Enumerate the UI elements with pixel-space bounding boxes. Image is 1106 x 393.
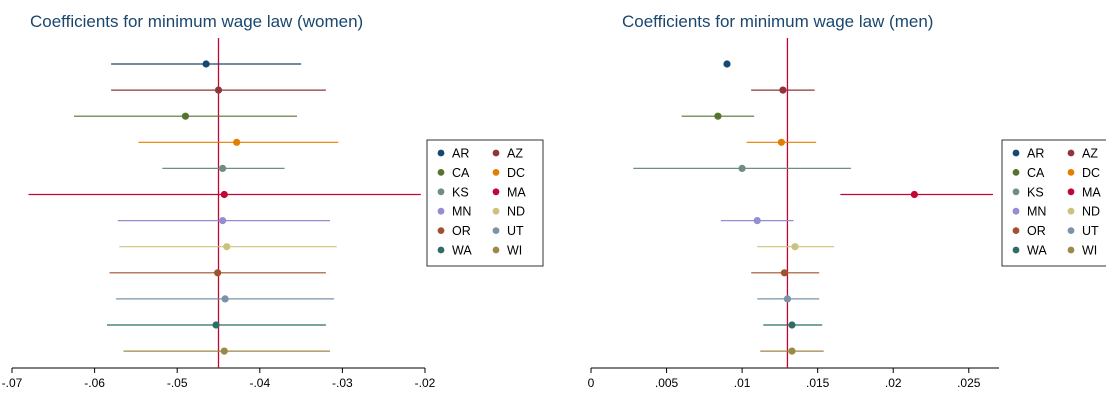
women-legend-label-dc: DC (507, 166, 525, 180)
women-legend-label-ar: AR (452, 147, 469, 161)
men-legend-marker-ar (1012, 149, 1020, 157)
women-legend-marker-wa (437, 246, 445, 254)
women-x-tick-label: -.03 (332, 376, 353, 388)
women-legend-marker-nd (492, 207, 500, 215)
women-legend-marker-ar (437, 149, 445, 157)
men-point-or (780, 269, 789, 277)
men-legend-marker-or (1012, 227, 1020, 235)
women-point-or (214, 269, 222, 277)
women-legend-label-or: OR (452, 224, 471, 238)
women-legend-box (426, 139, 544, 267)
men-point-ks (738, 164, 746, 172)
women-point-ut (221, 295, 229, 303)
women-x-tick-label: -.02 (415, 376, 436, 388)
women-x-tick-label: -.05 (167, 376, 188, 388)
women-chart-title: Coefficients for minimum wage law (women… (30, 12, 363, 31)
women-point-dc (233, 138, 241, 146)
women-legend-label-nd: ND (507, 205, 525, 219)
women-legend-marker-ma (492, 188, 500, 196)
men-x-tick-label: .02 (885, 376, 902, 388)
women-legend-label-az: AZ (507, 147, 523, 161)
women-point-az (214, 86, 223, 94)
men-legend-marker-wi (1067, 246, 1075, 254)
women-x-tick-label: -.04 (249, 376, 270, 388)
women-chart-svg: Coefficients for minimum wage law (women… (2, 12, 544, 390)
men-legend-marker-mn (1012, 207, 1020, 215)
women-point-ks (219, 164, 227, 172)
men-legend-marker-wa (1012, 246, 1020, 254)
women-x-tick-label: -.07 (2, 376, 23, 388)
women-legend: AR AZ CA DC KS MA MN ND OR UT WA WI (426, 139, 544, 267)
men-legend: AR AZ CA DC KS MA MN ND OR UT WA WI (1001, 139, 1106, 267)
women-point-mn (219, 217, 227, 225)
men-legend-label-or: OR (1027, 224, 1046, 238)
men-legend-marker-dc (1067, 169, 1075, 176)
men-point-az (779, 86, 787, 94)
men-point-wi (788, 347, 796, 355)
men-legend-box (1001, 139, 1106, 267)
men-point-ut (783, 295, 792, 303)
men-legend-label-ca: CA (1027, 166, 1045, 180)
men-x-tick-label: .01 (734, 376, 751, 388)
men-legend-marker-ma (1067, 188, 1075, 196)
men-point-nd (791, 243, 799, 251)
men-coefficient-panel: Coefficients for minimum wage law (men) … (553, 0, 1106, 390)
women-legend-marker-az (492, 149, 500, 157)
women-point-ca (181, 112, 190, 120)
women-coefficient-panel: Coefficients for minimum wage law (women… (0, 0, 553, 390)
men-legend-label-nd: ND (1082, 205, 1100, 219)
women-x-tick-label: -.06 (84, 376, 105, 388)
men-point-ar (723, 60, 731, 68)
women-legend-label-mn: MN (452, 205, 471, 219)
women-point-wi (220, 347, 228, 355)
women-point-wa (212, 321, 220, 329)
men-legend-marker-ca (1012, 169, 1020, 176)
men-legend-marker-az (1067, 149, 1075, 157)
men-point-ma (910, 190, 918, 199)
women-legend-marker-ca (437, 169, 445, 176)
women-legend-marker-or (437, 227, 445, 235)
men-legend-marker-nd (1067, 207, 1075, 215)
women-legend-label-ks: KS (452, 185, 469, 199)
women-legend-marker-ut (492, 227, 500, 235)
women-point-ar (202, 60, 210, 68)
men-point-mn (753, 217, 761, 225)
women-point-nd (223, 243, 231, 251)
men-legend-label-ma: MA (1082, 185, 1101, 199)
men-legend-label-mn: MN (1027, 205, 1046, 219)
men-legend-label-az: AZ (1082, 147, 1098, 161)
men-x-tick-label: .005 (655, 376, 679, 388)
men-legend-label-ks: KS (1027, 185, 1044, 199)
men-point-wa (788, 321, 796, 329)
men-legend-label-dc: DC (1082, 166, 1100, 180)
women-legend-label-ma: MA (507, 185, 526, 199)
men-legend-label-ut: UT (1082, 224, 1099, 238)
women-legend-label-wi: WI (507, 244, 522, 258)
women-legend-marker-ks (437, 188, 445, 196)
women-legend-marker-mn (437, 207, 445, 215)
men-chart-title: Coefficients for minimum wage law (men) (622, 12, 933, 31)
men-x-tick-label: 0 (588, 376, 595, 388)
men-point-ca (714, 112, 722, 120)
men-legend-marker-ut (1067, 227, 1075, 235)
men-legend-label-wa: WA (1027, 244, 1047, 258)
women-legend-marker-wi (492, 246, 500, 254)
women-point-ma (220, 190, 228, 199)
men-x-tick-label: .015 (806, 376, 830, 388)
men-x-tick-label: .025 (957, 376, 981, 388)
men-legend-marker-ks (1012, 188, 1020, 196)
women-legend-label-ca: CA (452, 166, 470, 180)
men-point-dc (777, 138, 785, 146)
men-legend-label-ar: AR (1027, 147, 1044, 161)
men-chart-svg: Coefficients for minimum wage law (men) … (588, 12, 1106, 390)
women-legend-label-ut: UT (507, 224, 524, 238)
women-legend-marker-dc (492, 169, 500, 176)
men-legend-label-wi: WI (1082, 244, 1097, 258)
women-legend-label-wa: WA (452, 244, 472, 258)
